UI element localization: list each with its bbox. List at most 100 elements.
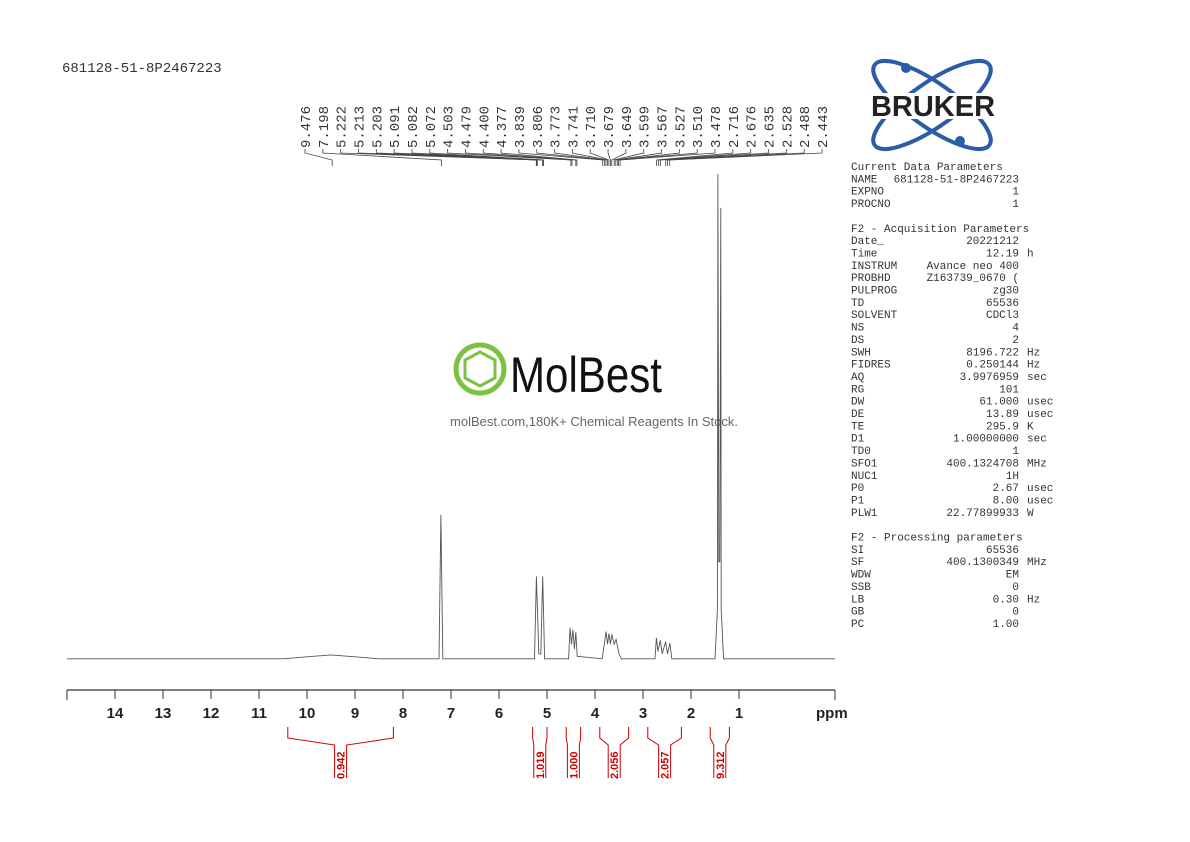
x-tick-label: 1	[735, 705, 743, 722]
peak-label: 2.635	[763, 106, 779, 148]
param-unit: h	[1027, 248, 1034, 260]
param-name: D1	[851, 434, 865, 446]
param-value: 61.000	[979, 397, 1019, 409]
x-tick-label: 2	[687, 705, 695, 722]
integral-label: 9.312	[715, 751, 727, 779]
param-name: AQ	[851, 372, 865, 384]
integral-bracket	[647, 727, 682, 778]
param-unit: W	[1027, 508, 1034, 520]
param-value: 65536	[986, 545, 1019, 557]
param-value: 1	[1012, 446, 1019, 458]
peak-label: 3.679	[602, 106, 618, 148]
peak-label: 7.198	[317, 106, 333, 148]
peak-connector	[447, 149, 572, 166]
param-unit: Hz	[1027, 347, 1040, 359]
param-name: LB	[851, 594, 865, 606]
peak-label: 3.741	[566, 106, 582, 148]
peak-connector	[554, 149, 607, 166]
param-unit: MHz	[1027, 458, 1047, 470]
watermark: MolBest molBest.com,180K+ Chemical Reage…	[450, 342, 738, 429]
param-name: P0	[851, 483, 864, 495]
peak-label: 5.082	[406, 106, 422, 148]
peak-label: 5.091	[388, 106, 404, 148]
peak-connector	[660, 149, 769, 166]
integral-bracket	[287, 727, 394, 778]
param-name: DS	[851, 335, 865, 347]
param-section-title: F2 - Acquisition Parameters	[851, 224, 1029, 236]
param-value: EM	[1006, 570, 1019, 582]
peak-label: 2.488	[798, 106, 814, 148]
x-tick-label: 13	[155, 705, 172, 722]
peak-connector	[393, 149, 543, 166]
param-value: Z163739_0670 (	[927, 273, 1019, 285]
param-value: 2	[1012, 335, 1019, 347]
peak-connector	[429, 149, 544, 166]
x-tick-label: 11	[251, 705, 267, 722]
param-value: 2.67	[993, 483, 1019, 495]
peak-label: 4.377	[495, 106, 511, 148]
param-value: 3.9976959	[960, 372, 1019, 384]
peak-label: 3.649	[620, 106, 636, 148]
param-unit: usec	[1027, 397, 1053, 409]
peak-connector	[304, 149, 333, 166]
x-tick-label: 4	[591, 705, 600, 722]
param-unit: usec	[1027, 495, 1053, 507]
peak-connector	[322, 149, 442, 166]
peak-label: 2.528	[780, 106, 796, 148]
param-value: CDCl3	[986, 310, 1019, 322]
param-value: 1	[1012, 199, 1019, 211]
param-value: 12.19	[986, 248, 1019, 260]
param-value: 0	[1012, 582, 1019, 594]
peak-connector	[669, 149, 823, 166]
x-tick-label: 14	[107, 705, 124, 722]
x-tick-label: 8	[399, 705, 407, 722]
logo-text: BRUKER	[871, 91, 995, 123]
param-value: 101	[999, 384, 1019, 396]
peak-connector	[375, 149, 538, 166]
param-value: 400.1300349	[946, 557, 1019, 569]
param-unit: sec	[1027, 372, 1047, 384]
x-tick-label: 12	[203, 705, 220, 722]
peak-connector	[617, 149, 680, 166]
sample-id: 681128-51-8P2467223	[62, 61, 222, 77]
param-name: TD0	[851, 446, 871, 458]
x-tick-label: 7	[447, 705, 455, 722]
param-name: Date_	[851, 236, 884, 248]
peak-label: 4.479	[459, 106, 475, 148]
param-name: PROBHD	[851, 273, 891, 285]
peak-label: 2.443	[816, 106, 832, 148]
x-tick-label: 3	[639, 705, 647, 722]
param-unit: usec	[1027, 483, 1053, 495]
watermark-tagline: molBest.com,180K+ Chemical Reagents In S…	[450, 414, 738, 429]
peak-label: 3.839	[513, 106, 529, 148]
peak-label: 3.599	[638, 106, 654, 148]
param-name: DW	[851, 397, 865, 409]
param-name: SF	[851, 557, 864, 569]
param-name: PROCNO	[851, 199, 891, 211]
param-name: INSTRUM	[851, 261, 897, 273]
peak-connector	[611, 149, 627, 166]
peak-label: 2.716	[727, 106, 743, 148]
integral-label: 2.056	[609, 751, 621, 779]
param-name: PULPROG	[851, 286, 897, 298]
integral-bracket	[565, 727, 582, 778]
integral-label: 1.019	[535, 751, 547, 779]
param-value: 400.1324708	[946, 458, 1019, 470]
param-name: SFO1	[851, 458, 878, 470]
param-section-title: Current Data Parameters	[851, 162, 1003, 174]
peak-connector	[667, 149, 805, 166]
param-name: NUC1	[851, 471, 878, 483]
param-name: TD	[851, 298, 865, 310]
peak-connector	[536, 149, 605, 166]
peak-connector	[589, 149, 610, 166]
peak-label: 4.503	[442, 106, 458, 148]
peak-connector	[500, 149, 578, 166]
integral-bracket	[532, 727, 548, 778]
peak-connector	[465, 149, 573, 166]
param-name: DE	[851, 409, 865, 421]
integral-bracket	[599, 727, 630, 778]
peak-label: 3.510	[691, 106, 707, 148]
param-value: 1	[1012, 187, 1019, 199]
peak-label: 3.710	[584, 106, 600, 148]
